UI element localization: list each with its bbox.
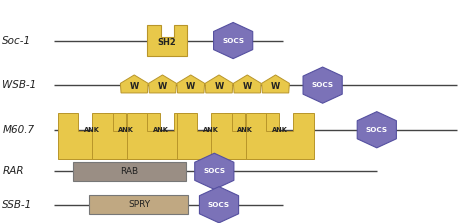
Text: SSB-1: SSB-1 [2,200,32,210]
Text: ANK: ANK [237,127,253,133]
Text: SOCS: SOCS [203,168,225,174]
Text: ANK: ANK [118,127,134,133]
Text: W: W [243,82,252,91]
Text: W: W [271,82,280,91]
Text: M60.7: M60.7 [2,125,34,135]
Text: W: W [130,82,139,91]
Text: Soc-1: Soc-1 [2,35,32,45]
Text: RAB: RAB [121,167,138,176]
Polygon shape [177,113,245,159]
Polygon shape [92,113,160,159]
Text: ANK: ANK [203,127,219,133]
Polygon shape [121,75,148,93]
Text: ANK: ANK [84,127,100,133]
Polygon shape [177,75,204,93]
Text: SPRY: SPRY [128,200,150,209]
Polygon shape [303,67,342,103]
Text: SH2: SH2 [158,38,177,47]
Polygon shape [211,113,279,159]
Polygon shape [127,113,195,159]
Text: W: W [158,82,167,91]
Text: SOCS: SOCS [366,127,388,133]
Polygon shape [205,75,233,93]
Polygon shape [58,113,126,159]
Text: RAR: RAR [2,166,24,176]
Text: SOCS: SOCS [312,82,333,88]
Text: WSB-1: WSB-1 [2,80,37,90]
Text: ANK: ANK [272,127,288,133]
Polygon shape [195,153,234,189]
Polygon shape [246,113,314,159]
Polygon shape [199,187,239,223]
Text: SOCS: SOCS [222,37,244,43]
Text: W: W [186,82,195,91]
Text: W: W [214,82,224,91]
Polygon shape [234,75,261,93]
Polygon shape [213,23,253,59]
Polygon shape [357,112,397,148]
FancyBboxPatch shape [73,162,186,181]
Polygon shape [147,25,187,56]
Text: ANK: ANK [153,127,169,133]
Polygon shape [262,75,289,93]
FancyBboxPatch shape [89,195,188,214]
Text: SOCS: SOCS [208,202,230,208]
Polygon shape [149,75,176,93]
